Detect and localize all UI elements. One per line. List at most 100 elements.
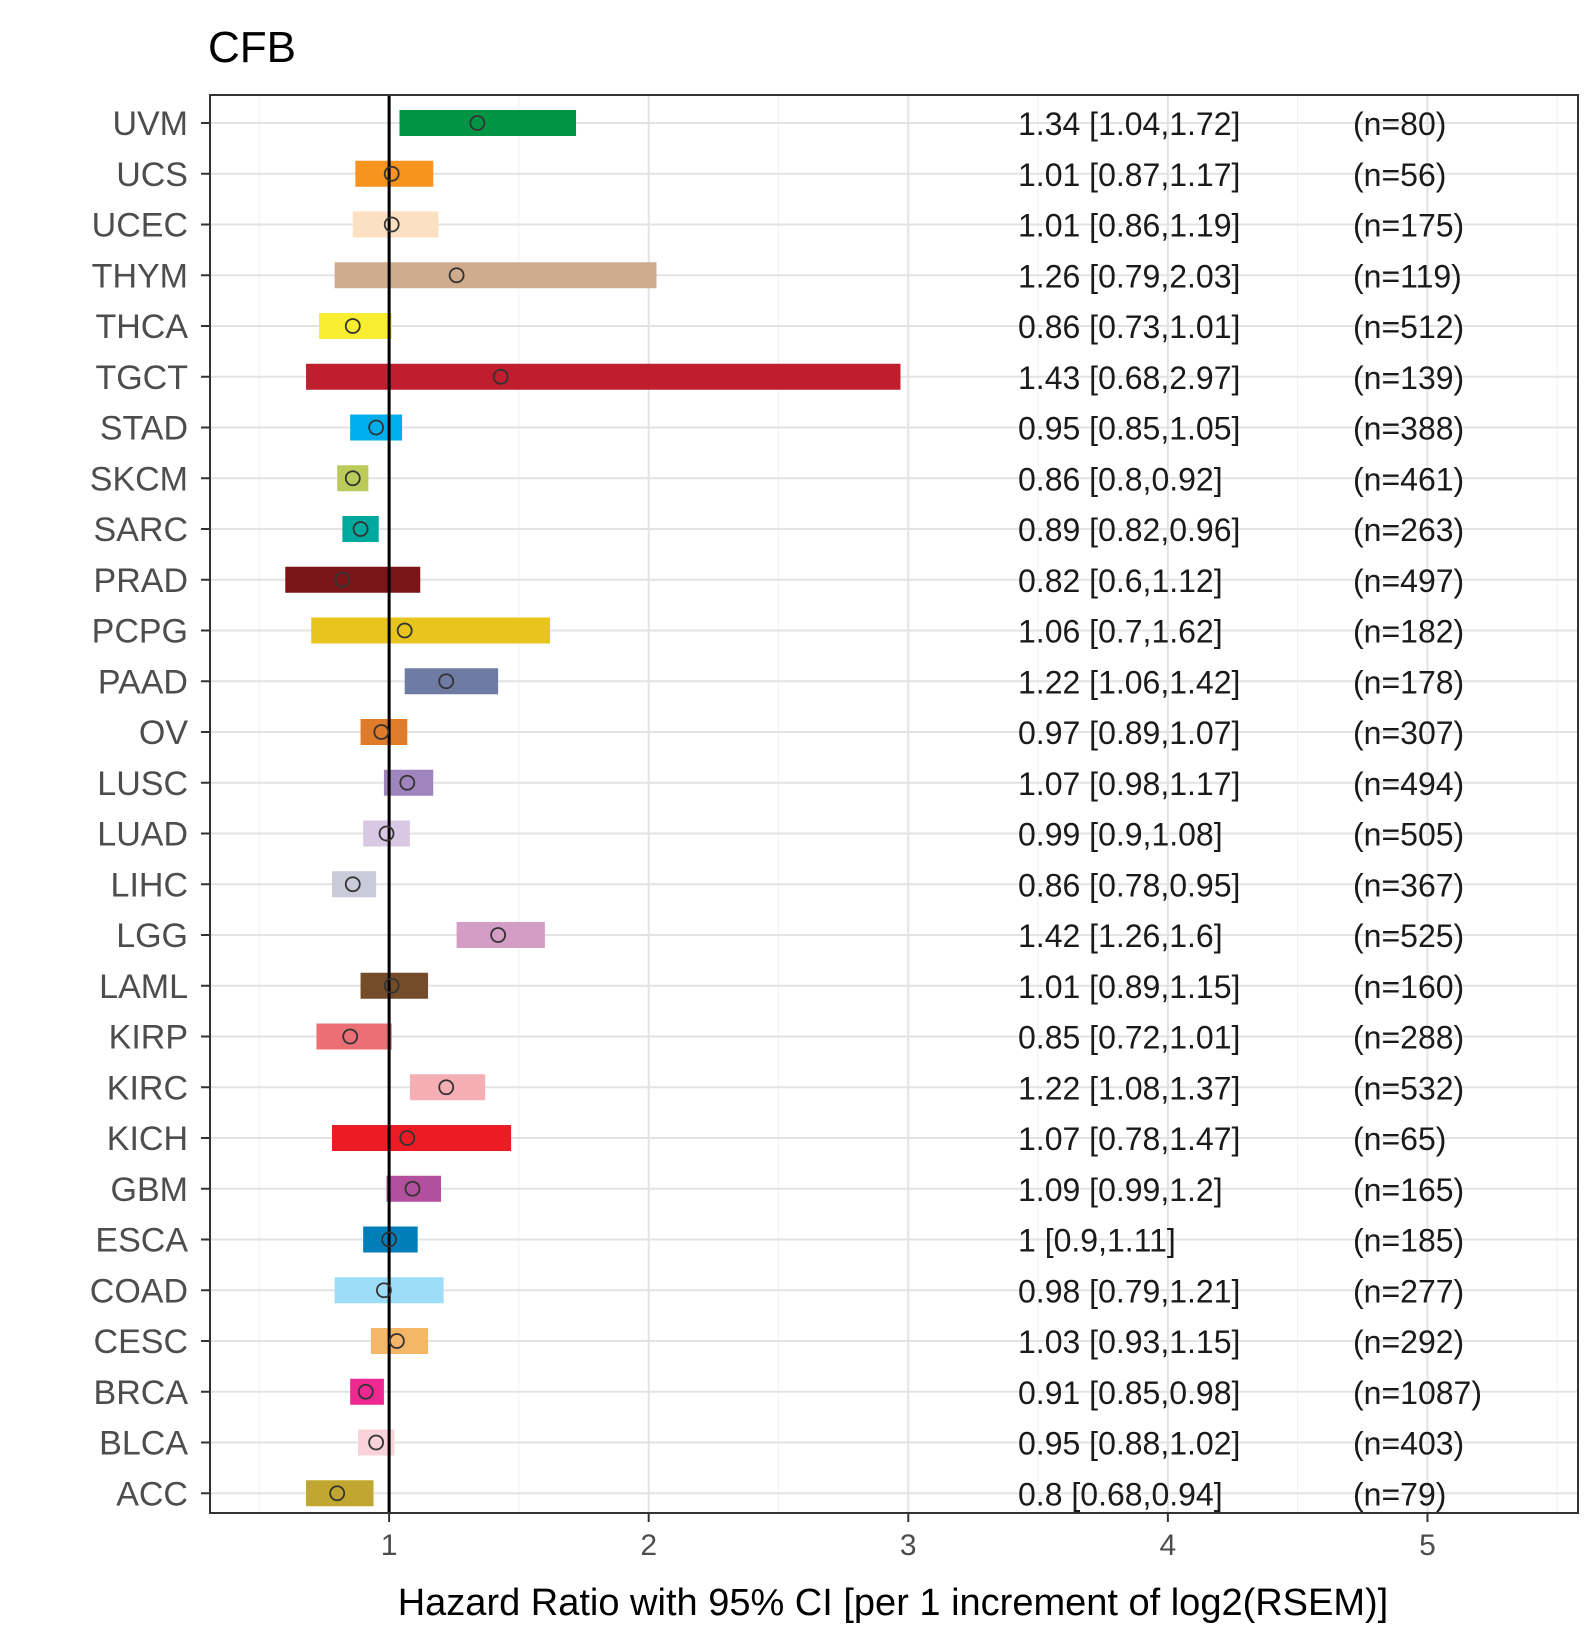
ci-bar-uvm (399, 110, 577, 136)
hr-ci-text: 1.03 [0.93,1.15] (1018, 1324, 1240, 1360)
sample-size-text: (n=388) (1353, 411, 1464, 447)
hr-point-thym (448, 267, 465, 284)
sample-size-text: (n=263) (1353, 512, 1464, 548)
sample-size-text: (n=175) (1353, 208, 1464, 244)
y-tick-label: PRAD (94, 562, 188, 600)
sample-size-text: (n=185) (1353, 1223, 1464, 1259)
sample-size-text: (n=277) (1353, 1273, 1464, 1309)
hr-point-kirp (342, 1028, 359, 1045)
hr-point-esca (381, 1231, 398, 1248)
hr-ci-text: 0.91 [0.85,0.98] (1018, 1375, 1240, 1411)
hr-ci-text: 1.34 [1.04,1.72] (1018, 106, 1240, 142)
hr-point-ucs (383, 165, 400, 182)
y-tick-label: LAML (99, 968, 188, 1006)
y-tick-label: BLCA (99, 1425, 188, 1463)
hr-point-uvm (469, 115, 486, 131)
ci-bar-ucec (352, 211, 439, 238)
sample-size-text: (n=288) (1353, 1020, 1464, 1056)
y-tick-label: UCEC (92, 207, 188, 245)
y-tick-label: SARC (94, 511, 188, 549)
hr-point-ucec (383, 216, 400, 233)
hr-ci-text: 1.22 [1.06,1.42] (1018, 664, 1240, 700)
panel-border (209, 94, 1579, 1514)
y-tick-label: LUAD (97, 816, 188, 854)
hr-ci-text: 1.01 [0.86,1.19] (1018, 208, 1240, 244)
hr-point-thca (344, 318, 361, 334)
hr-ci-text: 0.89 [0.82,0.96] (1018, 512, 1240, 548)
hr-ci-text: 1.01 [0.89,1.15] (1018, 969, 1240, 1005)
ci-bars (285, 110, 901, 1507)
ci-bar-cesc (370, 1328, 429, 1354)
y-tick-label: CESC (94, 1323, 188, 1361)
sample-size-text: (n=403) (1353, 1426, 1464, 1462)
y-tick-label: UVM (112, 105, 188, 143)
hr-points (329, 115, 509, 1502)
y-tick-label: LUSC (97, 765, 188, 803)
hr-point-lusc (399, 774, 416, 791)
x-axis: 1 2 3 4 5 (381, 1513, 1436, 1562)
hr-point-laml (383, 977, 400, 994)
hr-annotations: 1.34 [1.04,1.72] (n=80) 1.01 [0.87,1.17] (n… (1018, 106, 1482, 1512)
sample-size-text: (n=505) (1353, 817, 1464, 853)
sample-size-text: (n=461) (1353, 461, 1464, 497)
sample-size-text: (n=494) (1353, 766, 1464, 802)
hr-point-acc (329, 1485, 346, 1502)
ci-bar-gbm (386, 1175, 442, 1202)
hr-ci-text: 0.86 [0.8,0.92] (1018, 461, 1223, 497)
hr-ci-text: 1.09 [0.99,1.2] (1018, 1172, 1223, 1208)
hr-point-skcm (344, 470, 361, 487)
ci-bar-ov (360, 719, 408, 745)
hr-point-pcpg (396, 622, 413, 639)
y-tick-label: PCPG (92, 613, 188, 651)
hr-point-blca (368, 1434, 385, 1451)
hr-ci-text: 1.26 [0.79,2.03] (1018, 258, 1240, 294)
y-tick-label: COAD (90, 1272, 188, 1310)
ci-bar-kirc (409, 1074, 486, 1101)
hr-point-sarc (352, 521, 369, 537)
x-tick-label: 1 (381, 1529, 398, 1562)
y-tick-label: UCS (116, 156, 188, 194)
hr-ci-text: 0.99 [0.9,1.08] (1018, 817, 1223, 853)
sample-size-text: (n=80) (1353, 106, 1446, 142)
hr-point-lihc (344, 876, 361, 893)
hr-point-prad (334, 571, 351, 588)
ci-bar-sarc (342, 516, 379, 542)
sample-size-text: (n=56) (1353, 157, 1446, 193)
hr-point-kich (399, 1130, 416, 1146)
y-tick-label: KIRC (107, 1069, 188, 1107)
y-tick-label: KIRP (109, 1019, 188, 1057)
ci-bar-stad (350, 414, 403, 441)
sample-size-text: (n=65) (1353, 1121, 1446, 1157)
ci-bar-lgg (456, 922, 545, 948)
hr-ci-text: 0.8 [0.68,0.94] (1018, 1476, 1223, 1512)
y-tick-label: GBM (111, 1171, 188, 1209)
hr-point-brca (357, 1383, 374, 1400)
y-tick-label: THYM (92, 257, 188, 295)
hr-ci-text: 1 [0.9,1.11] (1018, 1223, 1176, 1259)
y-tick-label: OV (139, 714, 188, 752)
hr-point-ov (373, 724, 390, 740)
hr-ci-text: 0.95 [0.88,1.02] (1018, 1426, 1240, 1462)
y-axis-labels: UVM UCS UCEC THYM THCA TGCT STAD SKCM SARC PRAD PC… (90, 105, 210, 1513)
hr-point-coad (376, 1282, 392, 1299)
chart-title: CFB (208, 23, 296, 72)
y-tick-label: KICH (107, 1120, 188, 1158)
x-axis-title: Hazard Ratio with 95% CI [per 1 incremen… (398, 1582, 1389, 1624)
hr-ci-text: 0.82 [0.6,1.12] (1018, 563, 1223, 599)
sample-size-text: (n=292) (1353, 1324, 1464, 1360)
hr-ci-text: 1.42 [1.26,1.6] (1018, 918, 1223, 954)
ci-bar-lihc (332, 871, 377, 898)
y-tick-label: THCA (95, 308, 188, 346)
ci-bar-prad (285, 566, 421, 593)
y-tick-label: ESCA (95, 1222, 188, 1260)
ci-bar-ucs (355, 160, 434, 187)
hr-ci-text: 0.86 [0.78,0.95] (1018, 867, 1240, 903)
ci-bar-tgct (306, 363, 901, 390)
y-tick-label: TGCT (95, 359, 188, 397)
sample-size-text: (n=178) (1353, 664, 1464, 700)
sample-size-text: (n=182) (1353, 614, 1464, 650)
x-tick-label: 5 (1419, 1529, 1436, 1562)
x-tick-label: 2 (640, 1529, 657, 1562)
ci-bar-luad (363, 820, 410, 847)
